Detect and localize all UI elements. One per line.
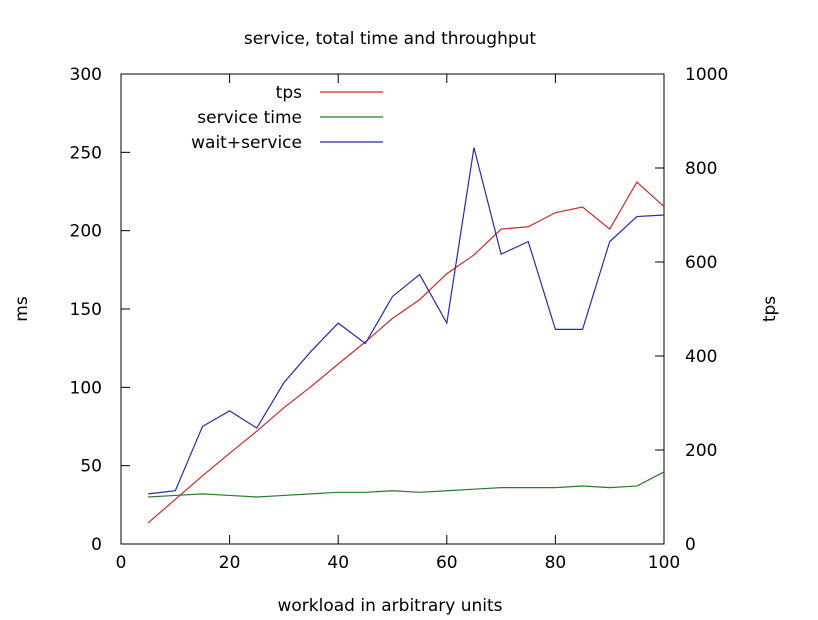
x-tick-label: 60 bbox=[436, 553, 458, 573]
y-tick-label: 100 bbox=[70, 378, 102, 398]
y-axis-left: 0 50 100 150 200 250 300 bbox=[70, 65, 130, 555]
y2-tick-label: 0 bbox=[685, 535, 696, 555]
x-tick-label: 100 bbox=[648, 553, 680, 573]
y2-tick-label: 200 bbox=[685, 441, 717, 461]
y2-tick-label: 1000 bbox=[685, 65, 728, 85]
y2-tick-label: 400 bbox=[685, 347, 717, 367]
y2-tick-label: 800 bbox=[685, 159, 717, 179]
y-axis-right: 0 200 400 600 800 1000 bbox=[655, 65, 728, 555]
series-line-wait-service bbox=[148, 147, 665, 495]
y-tick-label: 0 bbox=[91, 535, 102, 555]
legend: tps service time wait+service bbox=[191, 83, 383, 153]
x-axis: 0 20 40 60 80 100 bbox=[116, 74, 680, 573]
y2-tick-label: 600 bbox=[685, 253, 717, 273]
y-tick-label: 250 bbox=[70, 143, 102, 163]
x-axis-label: workload in arbitrary units bbox=[277, 596, 502, 616]
y-tick-label: 50 bbox=[80, 457, 102, 477]
series-line-tps bbox=[147, 181, 665, 524]
x-tick-label: 20 bbox=[219, 553, 241, 573]
x-tick-label: 0 bbox=[116, 553, 127, 573]
chart-title: service, total time and throughput bbox=[244, 29, 537, 49]
series-layer bbox=[147, 147, 665, 524]
y-tick-label: 150 bbox=[70, 300, 102, 320]
legend-label-wait-service: wait+service bbox=[191, 133, 302, 153]
series-line-service-time bbox=[148, 471, 665, 498]
y-tick-label: 300 bbox=[70, 65, 102, 85]
x-tick-label: 80 bbox=[545, 553, 567, 573]
x-tick-label: 40 bbox=[327, 553, 349, 573]
legend-label-service-time: service time bbox=[197, 108, 302, 128]
y-tick-label: 200 bbox=[70, 222, 102, 242]
legend-label-tps: tps bbox=[276, 83, 302, 103]
y-axis-label: ms bbox=[12, 296, 32, 322]
y2-axis-label: tps bbox=[760, 296, 780, 322]
